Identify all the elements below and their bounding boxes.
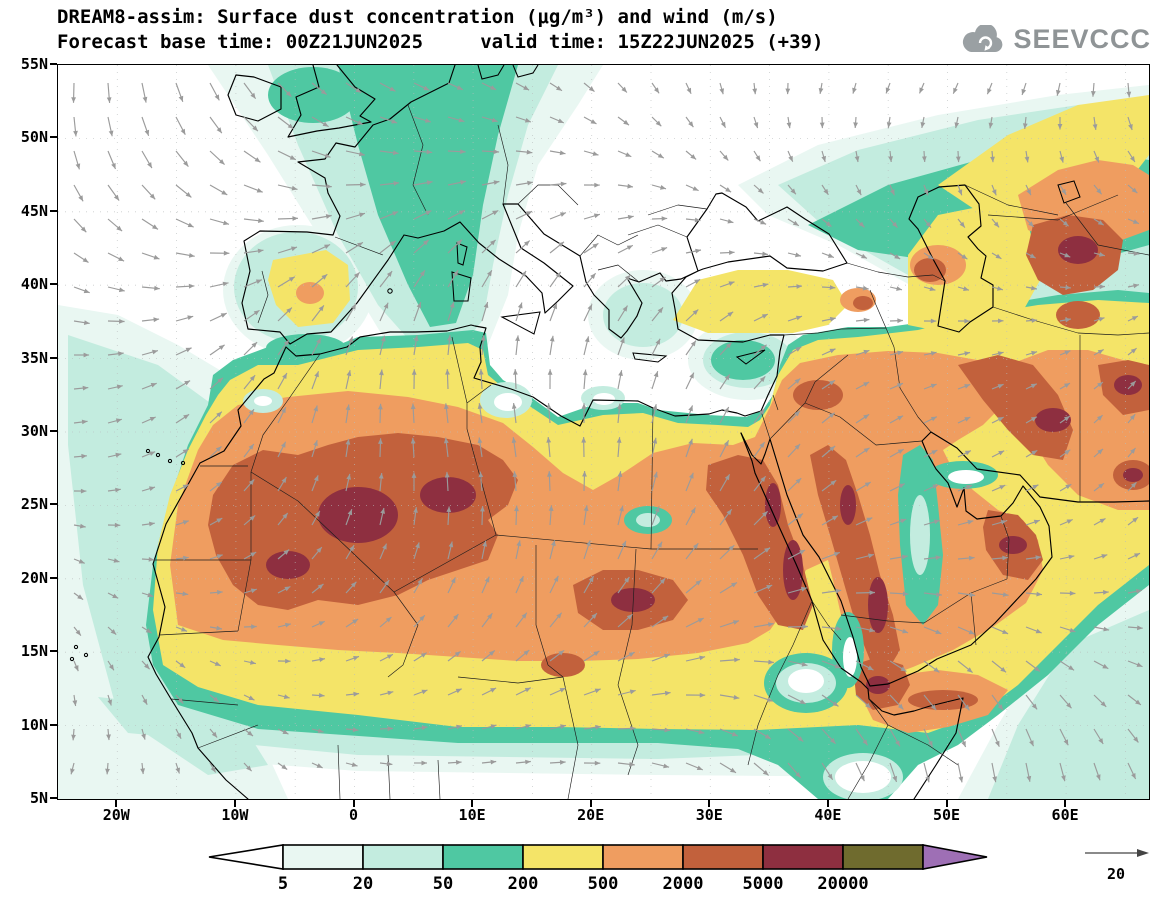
colorbar-label: 20 <box>352 874 374 894</box>
lon-tick-mark <box>826 800 829 807</box>
country-borders <box>153 104 1150 800</box>
colorbar-label: 200 <box>507 874 539 894</box>
lat-tick-mark <box>50 576 57 579</box>
colorbar-label: 5000 <box>742 874 784 894</box>
lon-tick-label: 30E <box>695 806 723 824</box>
colorbar: 5 20 50 200 500 2000 5000 20000 <box>205 842 1005 902</box>
lon-tick-label: 40E <box>814 806 842 824</box>
lon-tick-mark <box>471 800 474 807</box>
lon-tick-mark <box>115 800 118 807</box>
lat-tick-label: 5N <box>29 789 48 807</box>
colorbar-label: 5 <box>277 874 289 894</box>
coastlines <box>69 64 1150 800</box>
seevccc-logo-text: SEEVCCC <box>1013 24 1151 54</box>
lon-tick-mark <box>233 800 236 807</box>
dust-fill-contours <box>58 65 1153 799</box>
lon-tick-mark <box>708 800 711 807</box>
lon-tick-mark <box>1064 800 1067 807</box>
europe-africa-coastline <box>147 64 848 800</box>
lat-tick-mark <box>50 797 57 799</box>
lat-tick-label: 25N <box>20 495 48 514</box>
lon-tick-label: 20E <box>577 806 605 824</box>
ireland-coastline <box>227 74 282 122</box>
lon-tick-label: 20W <box>102 806 130 824</box>
dust-concentration-map <box>58 64 1153 801</box>
lat-tick-mark <box>50 723 57 726</box>
seevccc-logo: SEEVCCC <box>960 24 1151 55</box>
colorbar-label: 20000 <box>817 874 869 894</box>
arabia-gulf-coastline <box>740 431 1150 687</box>
lon-tick-label: 10E <box>458 806 486 824</box>
lat-tick-mark <box>50 209 57 212</box>
lat-tick-label: 15N <box>20 642 48 661</box>
colorbar-label: 2000 <box>662 874 704 894</box>
lon-tick-label: 10W <box>221 806 249 824</box>
lat-tick-label: 35N <box>20 348 48 367</box>
lon-tick-mark <box>945 800 948 807</box>
colorbar-scale <box>208 844 988 870</box>
lat-tick-mark <box>50 356 57 359</box>
seevccc-cloud-icon <box>963 24 1003 52</box>
lat-tick-mark <box>50 136 57 139</box>
wind-reference: 20 <box>1078 845 1154 883</box>
colorbar-label: 500 <box>587 874 619 894</box>
chart-title: DREAM8-assim: Surface dust concentration… <box>57 6 778 28</box>
lat-tick-label: 40N <box>20 275 48 294</box>
lon-tick-mark <box>589 800 592 807</box>
lon-tick-label: 60E <box>1051 806 1079 824</box>
lat-tick-mark <box>50 503 57 506</box>
lat-tick-mark <box>50 63 57 65</box>
chart-subtitle: Forecast base time: 00Z21JUN2025 valid t… <box>57 31 824 53</box>
lat-tick-mark <box>50 650 57 653</box>
wind-arrow-field <box>70 82 1143 783</box>
lat-tick-label: 45N <box>20 201 48 220</box>
redsea-horn-coastline <box>740 432 964 800</box>
lon-tick-label: 0 <box>348 806 359 824</box>
lat-tick-label: 10N <box>20 715 48 734</box>
lon-tick-mark <box>352 800 355 807</box>
lat-tick-mark <box>50 430 57 432</box>
map-frame <box>57 64 1153 801</box>
lat-tick-mark <box>50 283 57 286</box>
dust-dip-patches <box>243 382 998 801</box>
wind-reference-arrow <box>1085 849 1149 857</box>
colorbar-label: 50 <box>432 874 454 894</box>
britain-coastline <box>287 64 376 138</box>
lat-tick-label: 20N <box>20 568 48 587</box>
wind-reference-value: 20 <box>1106 865 1126 883</box>
lat-tick-label: 30N <box>20 422 48 440</box>
lat-tick-label: 50N <box>20 128 48 147</box>
lon-tick-label: 50E <box>932 806 961 824</box>
lat-tick-label: 55N <box>20 55 48 73</box>
